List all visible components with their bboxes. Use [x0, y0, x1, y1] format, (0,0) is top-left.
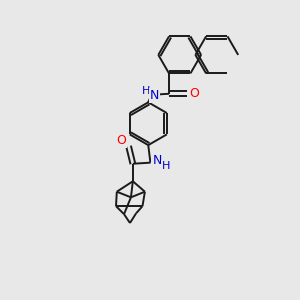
Text: O: O: [116, 134, 126, 147]
Text: N: N: [152, 154, 162, 167]
Text: N: N: [150, 89, 159, 102]
Text: O: O: [189, 87, 199, 100]
Text: H: H: [142, 86, 150, 96]
Text: H: H: [162, 160, 170, 171]
